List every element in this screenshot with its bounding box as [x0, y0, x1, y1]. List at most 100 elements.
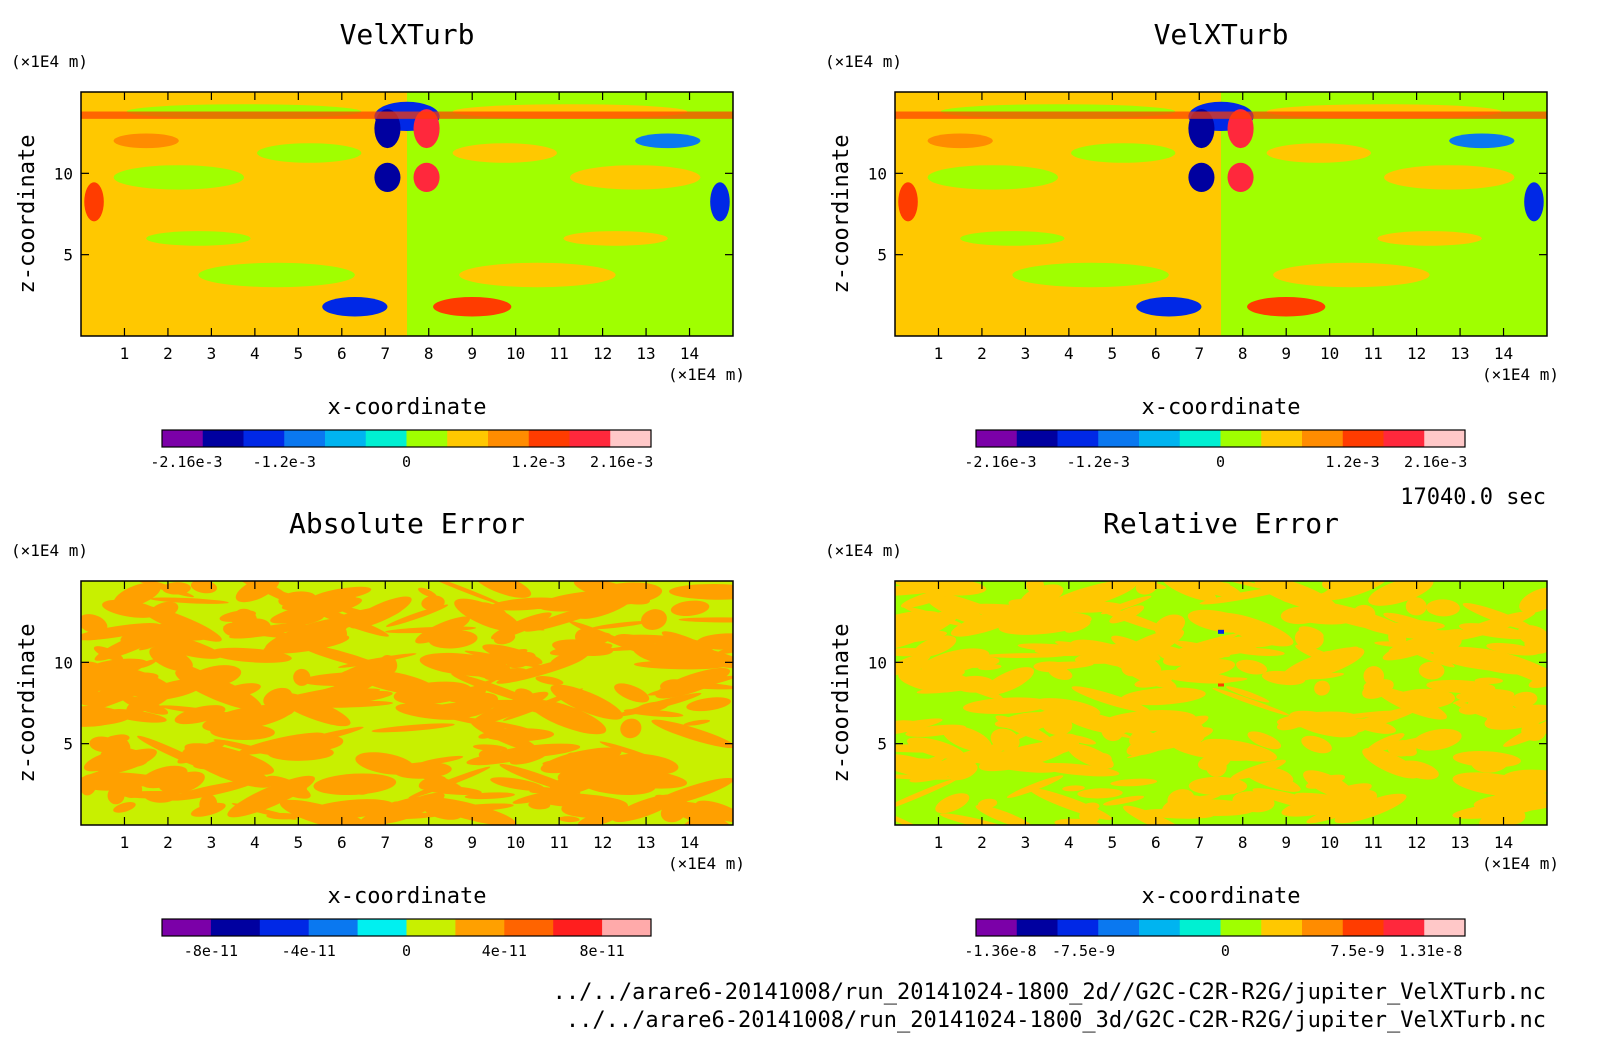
chart-title: Absolute Error — [289, 507, 525, 540]
colorbar-label: 8e-11 — [580, 942, 625, 960]
x-tick-label: 6 — [337, 344, 347, 363]
x-tick-label: 2 — [977, 833, 987, 852]
colorbar-swatch — [976, 430, 1018, 447]
x-tick-label: 1 — [120, 344, 130, 363]
x-tick-label: 3 — [1021, 344, 1031, 363]
colorbar-swatch — [1220, 919, 1262, 936]
colorbar-swatch — [504, 919, 554, 936]
x-tick-label: 5 — [294, 833, 304, 852]
x-tick-label: 13 — [1450, 833, 1469, 852]
colorbar-label: 0 — [402, 942, 411, 960]
y-tick-label: 5 — [877, 246, 887, 265]
colorbar-swatch — [1220, 430, 1262, 447]
x-tick-label: 9 — [1281, 833, 1291, 852]
x-tick-label: 7 — [380, 833, 390, 852]
x-unit-label: (×1E4 m) — [668, 854, 745, 873]
x-tick-label: 4 — [250, 833, 260, 852]
colorbar-swatch — [569, 430, 611, 447]
colorbar-swatch — [162, 919, 212, 936]
chart-panel-4: Relative Error(×1E4 m)1 2 3 4 5 6 7 8 9 10 11 12 13 1… — [825, 507, 1559, 960]
x-tick-label: 11 — [550, 833, 569, 852]
colorbar-swatch — [553, 919, 603, 936]
colorbar-label: 1.2e-3 — [511, 453, 565, 471]
y-axis-title: z-coordinate — [15, 135, 40, 294]
colorbar-swatch — [406, 430, 448, 447]
file-path-2d: ../../arare6-20141008/run_20141024-1800_… — [553, 980, 1546, 1005]
colorbar-swatch — [357, 919, 407, 936]
x-tick-label: 2 — [163, 833, 173, 852]
colorbar-swatch — [1179, 430, 1221, 447]
colorbar-swatch — [308, 919, 359, 936]
x-tick-label: 7 — [1194, 344, 1204, 363]
x-tick-label: 3 — [1021, 833, 1031, 852]
x-tick-label: 11 — [1364, 344, 1383, 363]
plot-frame — [80, 580, 734, 826]
x-unit-label: (×1E4 m) — [668, 365, 745, 384]
colorbar-frame — [975, 918, 1466, 937]
y-unit-label: (×1E4 m) — [11, 52, 88, 71]
x-tick-label: 3 — [207, 833, 217, 852]
colorbar-swatch — [1057, 919, 1099, 936]
colorbar-frame — [161, 429, 652, 448]
chart-title: Relative Error — [1103, 507, 1339, 540]
x-tick-label: 5 — [1108, 344, 1118, 363]
x-tick-label: 10 — [506, 833, 525, 852]
plot-frame — [894, 91, 1548, 337]
figure-footer: 17040.0 sec ../../arare6-20141008/run_201… — [553, 485, 1546, 1033]
colorbar-swatch — [1383, 430, 1425, 447]
x-tick-label: 12 — [593, 833, 612, 852]
colorbar-label: 0 — [402, 453, 411, 471]
y-axis-title: z-coordinate — [15, 624, 40, 783]
colorbar-swatch — [1179, 919, 1221, 936]
y-tick-label: 10 — [54, 653, 73, 672]
y-unit-label: (×1E4 m) — [11, 541, 88, 560]
colorbar-swatch — [1139, 919, 1181, 936]
colorbar: -8e-11 -4e-11 0 4e-11 8e-11 — [161, 918, 652, 960]
time-label: 17040.0 sec — [1400, 485, 1546, 510]
chart-panel-2: VelXTurb(×1E4 m)1 2 3 4 5 6 7 8 9 10 11 12 13 14510(×… — [825, 18, 1559, 471]
chart-panel-1: VelXTurb(×1E4 m)1 2 3 4 5 6 7 8 9 10 11 12 13 14510(×… — [11, 18, 745, 471]
y-tick-label: 10 — [868, 164, 887, 183]
colorbar-label: 0 — [1221, 942, 1230, 960]
colorbar-swatch — [1139, 430, 1181, 447]
x-tick-label: 11 — [550, 344, 569, 363]
colorbar-swatch — [447, 430, 489, 447]
heatmap-field — [895, 581, 1547, 825]
colorbar-label: 7.5e-9 — [1330, 942, 1384, 960]
x-tick-label: 12 — [1407, 344, 1426, 363]
x-tick-label: 8 — [1238, 833, 1248, 852]
x-axis-title: x-coordinate — [328, 395, 487, 420]
x-tick-label: 1 — [120, 833, 130, 852]
colorbar-swatch — [1098, 430, 1140, 447]
colorbar-swatch — [1261, 430, 1303, 447]
x-tick-label: 8 — [1238, 344, 1248, 363]
x-tick-label: 10 — [1320, 344, 1339, 363]
y-tick-label: 5 — [877, 735, 887, 754]
x-tick-label: 12 — [1407, 833, 1426, 852]
colorbar-swatch — [1302, 430, 1344, 447]
x-tick-label: 14 — [1494, 344, 1513, 363]
x-tick-label: 5 — [294, 344, 304, 363]
x-tick-label: 4 — [1064, 833, 1074, 852]
colorbar-swatch — [1424, 430, 1466, 447]
x-tick-label: 9 — [1281, 344, 1291, 363]
y-tick-label: 10 — [54, 164, 73, 183]
colorbar-label: -2.16e-3 — [964, 453, 1036, 471]
colorbar-swatch — [162, 430, 204, 447]
colorbar-swatch — [1261, 919, 1303, 936]
x-tick-label: 6 — [337, 833, 347, 852]
colorbar: -2.16e-3 -1.2e-3 0 1.2e-3 2.16e-3 — [964, 429, 1467, 471]
y-tick-label: 10 — [868, 653, 887, 672]
colorbar-swatch — [1302, 919, 1344, 936]
x-tick-label: 14 — [680, 344, 699, 363]
plot-frame — [894, 580, 1548, 826]
heatmap-field — [895, 92, 1547, 336]
x-tick-label: 4 — [1064, 344, 1074, 363]
colorbar-label: -4e-11 — [282, 942, 336, 960]
colorbar-swatch — [1016, 430, 1058, 447]
x-axis-title: x-coordinate — [1142, 395, 1301, 420]
colorbar-swatch — [488, 430, 530, 447]
x-tick-label: 11 — [1364, 833, 1383, 852]
